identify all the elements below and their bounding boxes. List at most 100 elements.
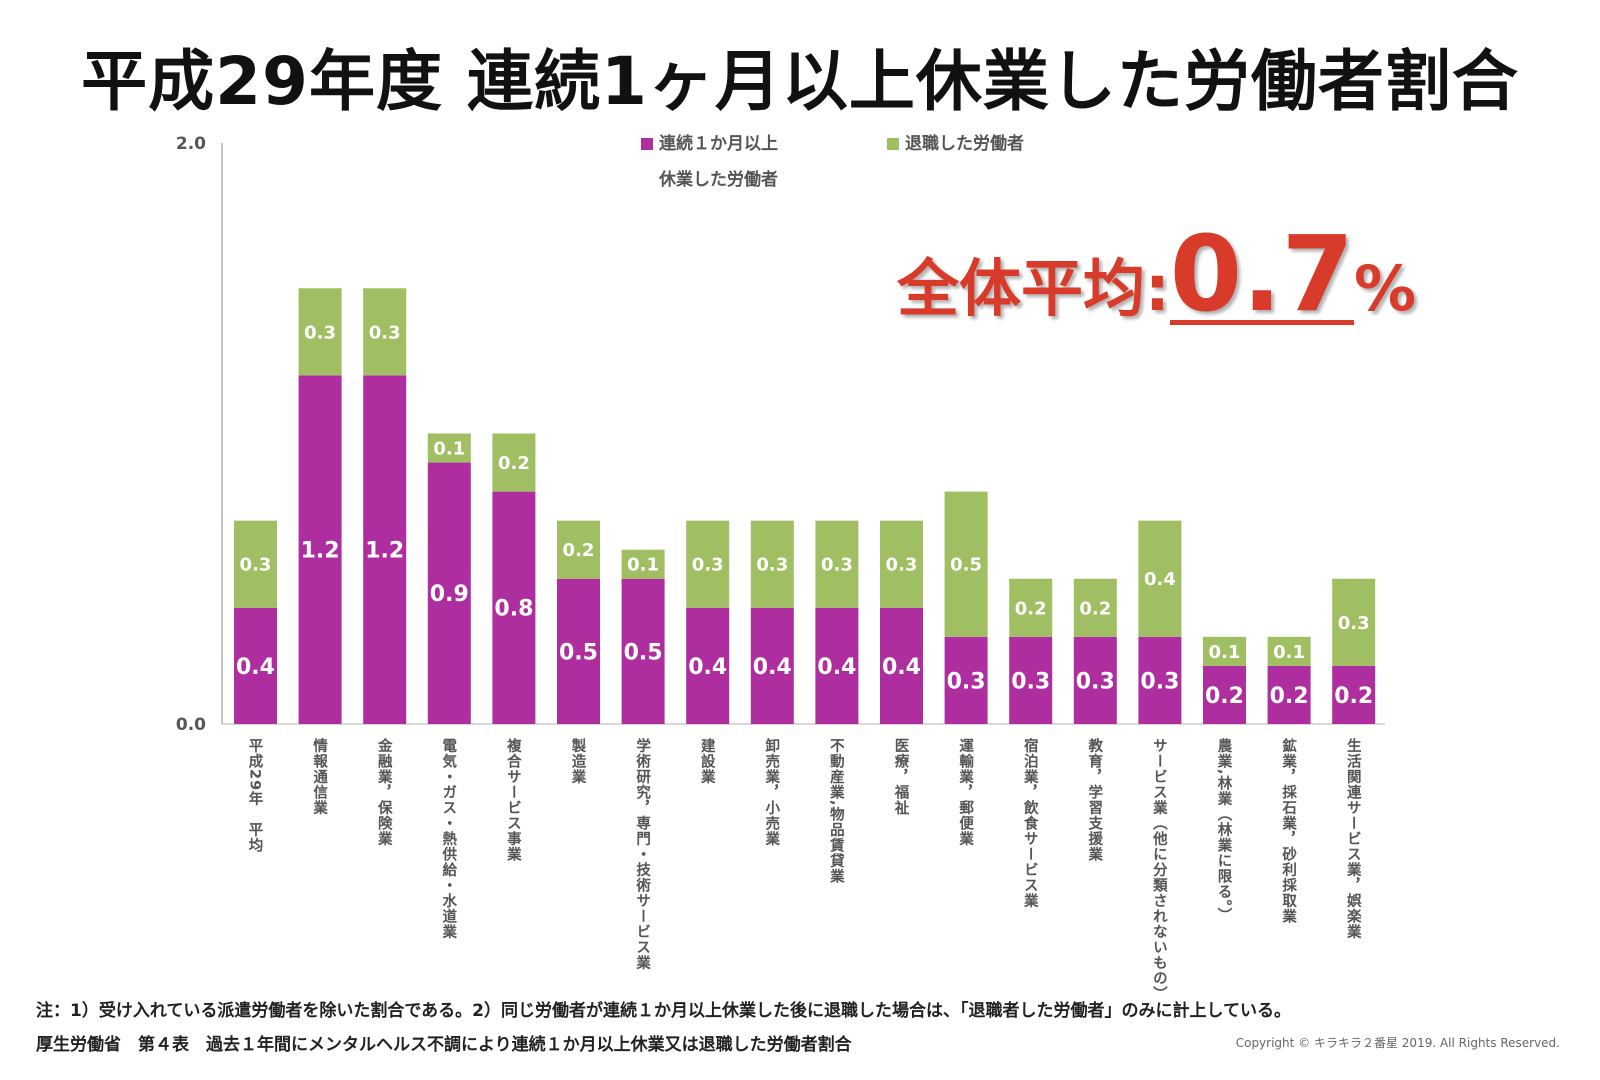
bar-segment [1332, 578, 1376, 666]
data-label: 0.5 [624, 640, 663, 665]
data-label: 0.3 [1011, 669, 1050, 694]
data-label: 0.1 [627, 555, 659, 576]
x-tick-label: 不動産業,物品賃貸業 [827, 738, 844, 885]
data-label: 0.2 [1079, 598, 1111, 619]
source-note: 厚生労働省 第４表 過去１年間にメンタルヘルス不調により連続１か月以上休業又は退… [36, 1035, 852, 1055]
chart-title: 平成29年度 連続1ヶ月以上休業した労働者割合 [81, 43, 1519, 120]
data-label: 0.2 [1270, 684, 1309, 709]
data-label: 0.2 [498, 453, 530, 474]
bar-segment [1073, 636, 1117, 724]
data-label: 0.8 [494, 597, 533, 622]
data-label: 0.4 [817, 655, 856, 680]
bar-segment [750, 607, 794, 724]
data-label: 0.3 [1076, 669, 1115, 694]
bar-segment [815, 607, 859, 724]
bar-segment [621, 578, 665, 724]
average-unit: % [1354, 252, 1417, 325]
legend-swatch-retired [887, 138, 899, 150]
bar-segment [234, 607, 277, 724]
bar-segment [880, 520, 923, 608]
bar-segment [1138, 636, 1182, 724]
bar-segment [686, 520, 730, 608]
legend-swatch-leave [641, 138, 653, 150]
data-label: 0.1 [1273, 642, 1305, 663]
data-label: 0.2 [563, 540, 595, 561]
data-label: 0.3 [947, 669, 986, 694]
bar-segment [1009, 578, 1053, 637]
x-tick-label: 卸売業，小売業 [763, 738, 780, 847]
legend-label: 休業した労働者 [659, 170, 778, 190]
data-label: 0.1 [433, 439, 465, 460]
x-tick-label: 複合サービス事業 [504, 738, 521, 862]
data-label: 0.2 [1205, 684, 1244, 709]
x-tick-label: サービス業（他に分類されないもの） [1150, 738, 1167, 1002]
y-tick-label: 2.0 [176, 134, 206, 154]
data-label: 0.4 [753, 655, 792, 680]
average-value: 0.7 [1169, 213, 1355, 335]
x-tick-label: 宿泊業，飲食サービス業 [1021, 738, 1038, 909]
data-label: 0.4 [688, 655, 727, 680]
footnote: 注：1）受け入れている派遣労働者を除いた割合である。2）同じ労働者が連続１か月以… [36, 1001, 1291, 1021]
bar-segment [1203, 665, 1246, 724]
data-label: 0.3 [1140, 669, 1179, 694]
data-label: 1.2 [365, 539, 404, 564]
bar-segment [427, 462, 471, 724]
bar-segment [1203, 636, 1246, 666]
bar-segment [686, 607, 730, 724]
data-label: 0.3 [1338, 613, 1370, 634]
x-tick-label: 金融業，保険業 [375, 738, 392, 847]
data-label: 0.3 [756, 555, 788, 576]
legend-label: 退職した労働者 [905, 134, 1024, 154]
bar-segment [557, 520, 600, 579]
bar-segment [944, 491, 988, 637]
data-label: 0.3 [692, 555, 724, 576]
data-label: 0.3 [240, 555, 272, 576]
bar-segment [492, 433, 536, 492]
bar-segment [750, 520, 794, 608]
bar-segment [363, 375, 407, 724]
bar-segment [815, 520, 859, 608]
data-label: 0.5 [950, 555, 982, 576]
data-label: 0.4 [1144, 569, 1176, 590]
x-tick-label: 生活関連サービス業，娯楽業 [1344, 738, 1361, 940]
bar-segment [1267, 665, 1311, 724]
data-label: 0.3 [821, 555, 853, 576]
data-label: 0.2 [1015, 598, 1047, 619]
x-tick-label: 学術研究，専門・技術サービス業 [634, 738, 651, 971]
x-tick-label: 建設業 [698, 738, 715, 785]
bar-segment [234, 520, 277, 608]
average-annotation: 全体平均:0.7% [897, 213, 1417, 335]
data-label: 0.4 [882, 655, 921, 680]
x-tick-label: 電気・ガス・熱供給・水道業 [440, 738, 457, 940]
bar-segment [1332, 665, 1376, 724]
x-tick-label: 農業,林業（林業に限る。） [1215, 738, 1232, 924]
average-label: 全体平均: [897, 252, 1170, 325]
x-tick-label: 鉱業，採石業，砂利採取業 [1280, 738, 1297, 924]
x-tick-label: 運輸業，郵便業 [957, 738, 974, 847]
bar-segment [1138, 520, 1182, 637]
bar-segment [880, 607, 923, 724]
bar-segment [621, 549, 665, 579]
data-label: 1.2 [301, 539, 340, 564]
data-label: 0.5 [559, 640, 598, 665]
legend-item-retired: 退職した労働者 [887, 126, 1024, 162]
bar-segment [492, 491, 536, 724]
x-tick-label: 医療，福祉 [892, 738, 909, 816]
data-label: 0.9 [430, 582, 469, 607]
data-label: 0.3 [304, 322, 336, 343]
bar-segment [298, 375, 342, 724]
bar-segment [1073, 578, 1117, 637]
data-label: 0.2 [1334, 684, 1373, 709]
data-label: 0.1 [1209, 642, 1241, 663]
x-tick-label: 情報通信業 [311, 738, 328, 816]
copyright: Copyright © キラキラ２番星 2019. All Rights Res… [1235, 1036, 1560, 1050]
x-tick-label: 製造業 [569, 738, 586, 785]
bar-segment [427, 433, 471, 463]
bar-segment [1009, 636, 1053, 724]
legend-item-leave: 連続１か月以上 休業した労働者 [641, 126, 778, 198]
bar-segment [557, 578, 600, 724]
x-tick-label: 平成29年 平均 [246, 738, 263, 854]
bar-segment [298, 288, 342, 376]
data-label: 0.4 [236, 655, 275, 680]
